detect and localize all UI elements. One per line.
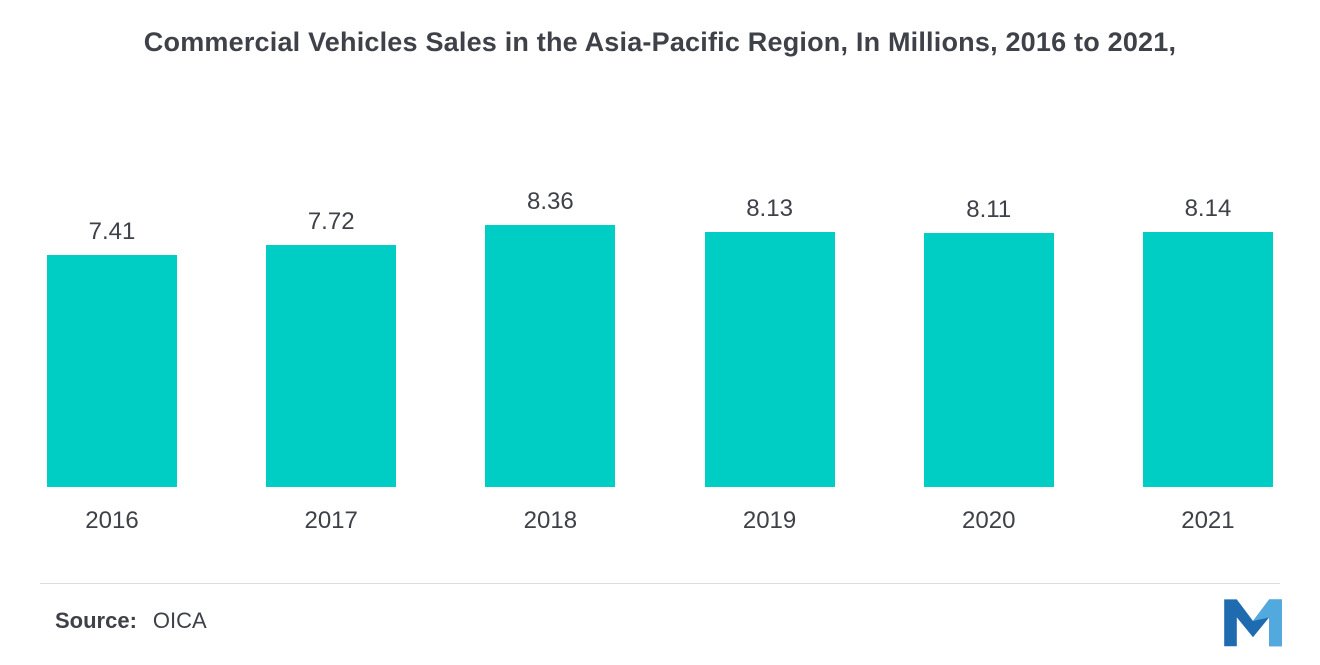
footer-divider (40, 583, 1280, 584)
bar-value-label: 8.11 (966, 196, 1012, 223)
bar-value-label: 8.13 (746, 195, 793, 222)
x-axis-label: 2018 (523, 507, 578, 534)
source-line: Source: OICA (55, 608, 207, 634)
bar-group: 7.41 2016 (47, 218, 177, 535)
footer: Source: OICA (0, 584, 1320, 648)
x-axis-label: 2017 (304, 507, 358, 534)
bar (1142, 232, 1273, 487)
bar-value-label: 8.14 (1184, 195, 1232, 222)
mordor-logo-icon (1224, 599, 1282, 647)
bar-group: 8.11 2020 (923, 196, 1054, 535)
bar (923, 233, 1054, 487)
bar (47, 255, 177, 487)
logo-shape-light (1253, 599, 1282, 647)
source-value: OICA (152, 608, 207, 633)
bar-value-label: 8.36 (527, 188, 574, 215)
bar (266, 245, 397, 487)
source-label: Source: (55, 608, 137, 633)
x-axis-label: 2019 (742, 507, 797, 534)
x-axis-label: 2021 (1181, 507, 1235, 534)
bar-group: 7.72 2017 (266, 208, 397, 535)
x-axis-label: 2016 (85, 507, 139, 534)
bar (704, 232, 835, 487)
chart-title: Commercial Vehicles Sales in the Asia-Pa… (143, 27, 1177, 57)
x-axis-label: 2020 (962, 507, 1016, 534)
bar-group: 8.36 2018 (485, 188, 616, 535)
bar (485, 225, 616, 487)
bar-group: 8.13 2019 (704, 195, 835, 535)
bar-group: 8.14 2021 (1142, 195, 1273, 535)
bar-chart: 7.41 2016 7.72 2017 8.36 2018 8.13 2019 8.11 2020… (0, 142, 1320, 535)
bar-groups: 7.41 2016 7.72 2017 8.36 2018 8.13 2019 8.11 2020… (0, 142, 1320, 535)
bar-value-label: 7.41 (88, 218, 136, 245)
bar-value-label: 7.72 (307, 208, 355, 235)
